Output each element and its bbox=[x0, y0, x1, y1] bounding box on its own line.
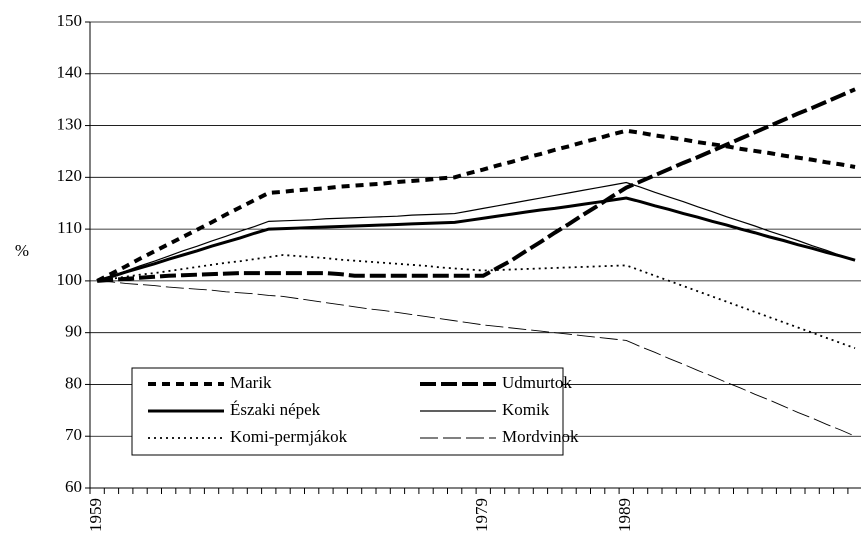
legend-label: Északi népek bbox=[230, 400, 321, 419]
legend-label: Mordvinok bbox=[502, 427, 579, 446]
legend-label: Komi-permjákok bbox=[230, 427, 348, 446]
y-axis-label: % bbox=[15, 241, 29, 260]
data-line bbox=[97, 280, 856, 437]
x-tick-label: 1959 bbox=[86, 498, 105, 532]
data-line bbox=[96, 181, 856, 282]
y-tick-label: 60 bbox=[65, 477, 82, 496]
data-line bbox=[96, 196, 856, 283]
x-tick-label: 1989 bbox=[615, 498, 634, 532]
y-tick-label: 80 bbox=[65, 373, 82, 392]
data-line bbox=[97, 254, 856, 350]
y-tick-label: 130 bbox=[57, 114, 83, 133]
y-tick-label: 100 bbox=[57, 270, 83, 289]
data-line bbox=[96, 128, 856, 283]
legend-label: Komik bbox=[502, 400, 550, 419]
y-tick-label: 90 bbox=[65, 322, 82, 341]
y-tick-label: 150 bbox=[57, 11, 83, 30]
y-tick-label: 110 bbox=[57, 218, 82, 237]
x-tick-label: 1979 bbox=[472, 498, 491, 532]
y-tick-label: 70 bbox=[65, 425, 82, 444]
legend-label: Udmurtok bbox=[502, 373, 572, 392]
y-tick-label: 140 bbox=[57, 63, 83, 82]
y-tick-label: 120 bbox=[57, 166, 83, 185]
legend-label: Marik bbox=[230, 373, 272, 392]
data-line bbox=[97, 87, 856, 283]
